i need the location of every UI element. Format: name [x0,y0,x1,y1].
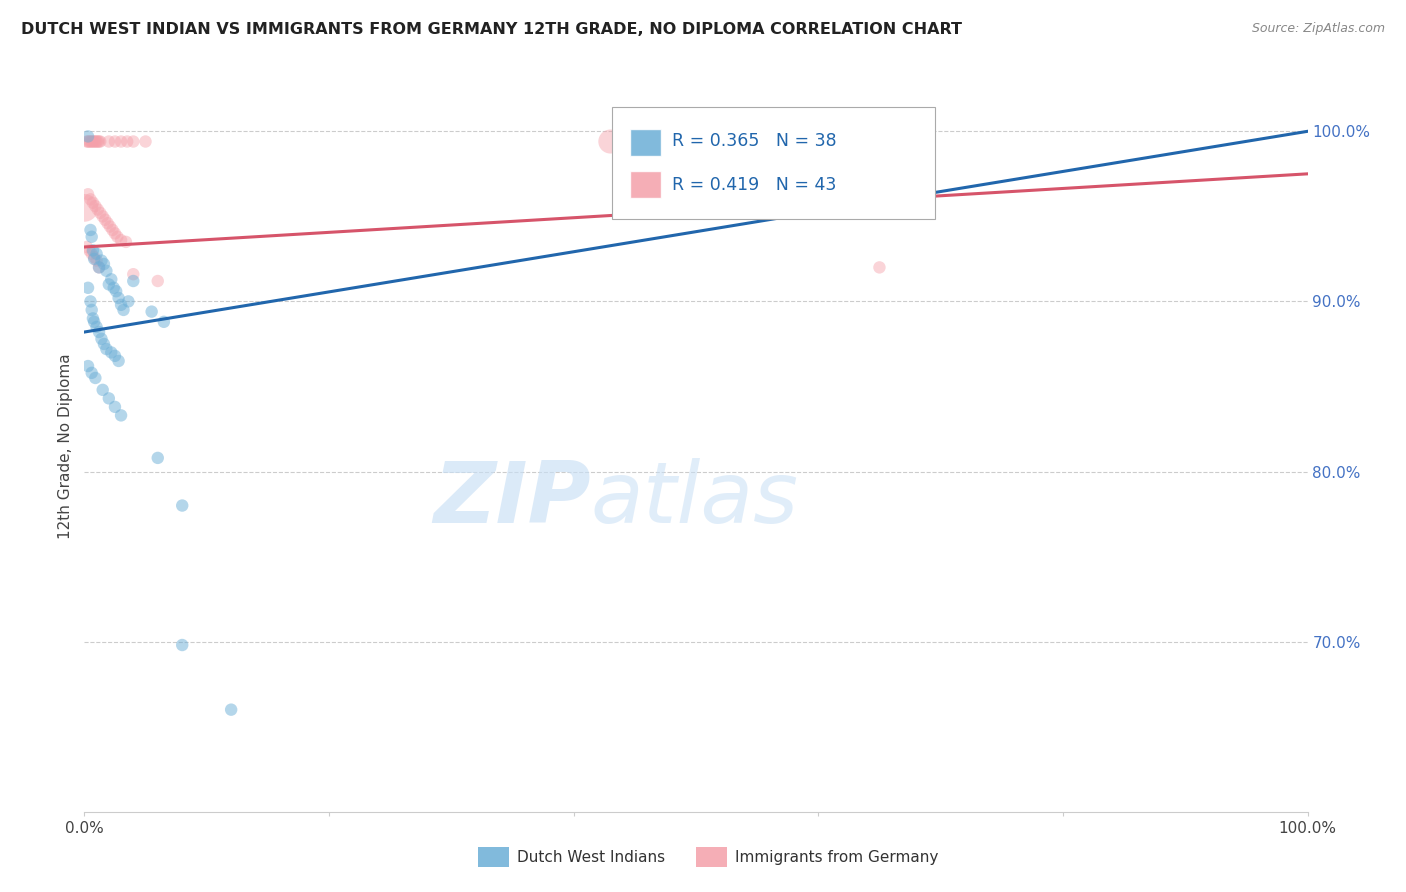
Point [122,135,145,149]
Point [112,302,135,317]
Point [77,359,100,373]
Point [86,253,108,268]
Point [103,281,125,295]
Point [97,135,120,149]
Point [122,274,145,288]
Point [79,294,101,309]
Point [96,342,118,356]
Point [101,223,124,237]
Point [105,229,128,244]
Point [80,302,103,317]
Point [104,400,127,414]
Point [97,216,120,230]
Point [83,252,105,266]
Point [146,450,169,465]
Point [86,320,108,334]
Point [76,240,98,254]
Point [104,227,127,241]
Point [80,135,103,149]
Point [87,135,110,149]
Point [86,247,108,261]
Point [141,304,163,318]
Point [84,371,107,385]
Point [93,337,115,351]
Text: ZIP: ZIP [433,458,591,541]
Point [87,325,110,339]
Point [90,332,112,346]
Text: DUTCH WEST INDIAN VS IMMIGRANTS FROM GERMANY 12TH GRADE, NO DIPLOMA CORRELATION : DUTCH WEST INDIAN VS IMMIGRANTS FROM GER… [21,22,962,37]
Point [83,250,105,264]
Point [107,354,129,368]
Point [91,383,114,397]
Point [87,260,110,275]
Text: Immigrants from Germany: Immigrants from Germany [735,850,939,864]
Point [105,284,128,298]
Point [82,244,104,258]
Y-axis label: 12th Grade, No Diploma: 12th Grade, No Diploma [58,353,73,539]
Point [79,135,101,149]
Point [110,233,132,247]
Point [122,267,145,281]
Text: R = 0.419   N = 43: R = 0.419 N = 43 [672,176,837,194]
Point [93,257,115,271]
Point [82,195,104,210]
Point [82,135,104,149]
Text: atlas: atlas [591,458,799,541]
Point [110,135,132,149]
Point [77,187,100,202]
Point [87,135,110,149]
Point [135,135,157,149]
Point [110,298,132,312]
Text: Dutch West Indians: Dutch West Indians [517,850,665,864]
Point [89,206,111,220]
Point [79,192,101,206]
Point [97,392,120,406]
Point [80,229,103,244]
Point [73,201,96,215]
Point [84,199,107,213]
Point [86,135,108,149]
Point [96,264,118,278]
Point [77,281,100,295]
Point [90,253,112,268]
Point [77,135,100,149]
Point [84,135,107,149]
Point [77,129,100,144]
Point [104,135,127,149]
Point [599,135,621,149]
Point [869,260,891,275]
Point [153,315,176,329]
Point [219,703,242,717]
Point [110,409,132,423]
Point [89,135,111,149]
Point [83,135,105,149]
Point [91,210,114,224]
Point [117,294,139,309]
Point [80,366,103,380]
Text: Source: ZipAtlas.com: Source: ZipAtlas.com [1251,22,1385,36]
Point [77,244,100,258]
Point [172,638,194,652]
Point [100,345,122,359]
Point [80,247,103,261]
Point [115,135,138,149]
Point [115,235,138,249]
Point [172,499,194,513]
Point [87,260,110,275]
Point [82,311,104,326]
Point [79,223,101,237]
Point [104,349,127,363]
Point [94,212,117,227]
Point [98,219,121,234]
Point [97,277,120,292]
Point [76,135,98,149]
Point [77,135,100,149]
Point [83,315,105,329]
Point [146,274,169,288]
Point [107,291,129,305]
Text: R = 0.365   N = 38: R = 0.365 N = 38 [672,132,837,150]
Point [87,202,110,217]
Point [100,272,122,286]
